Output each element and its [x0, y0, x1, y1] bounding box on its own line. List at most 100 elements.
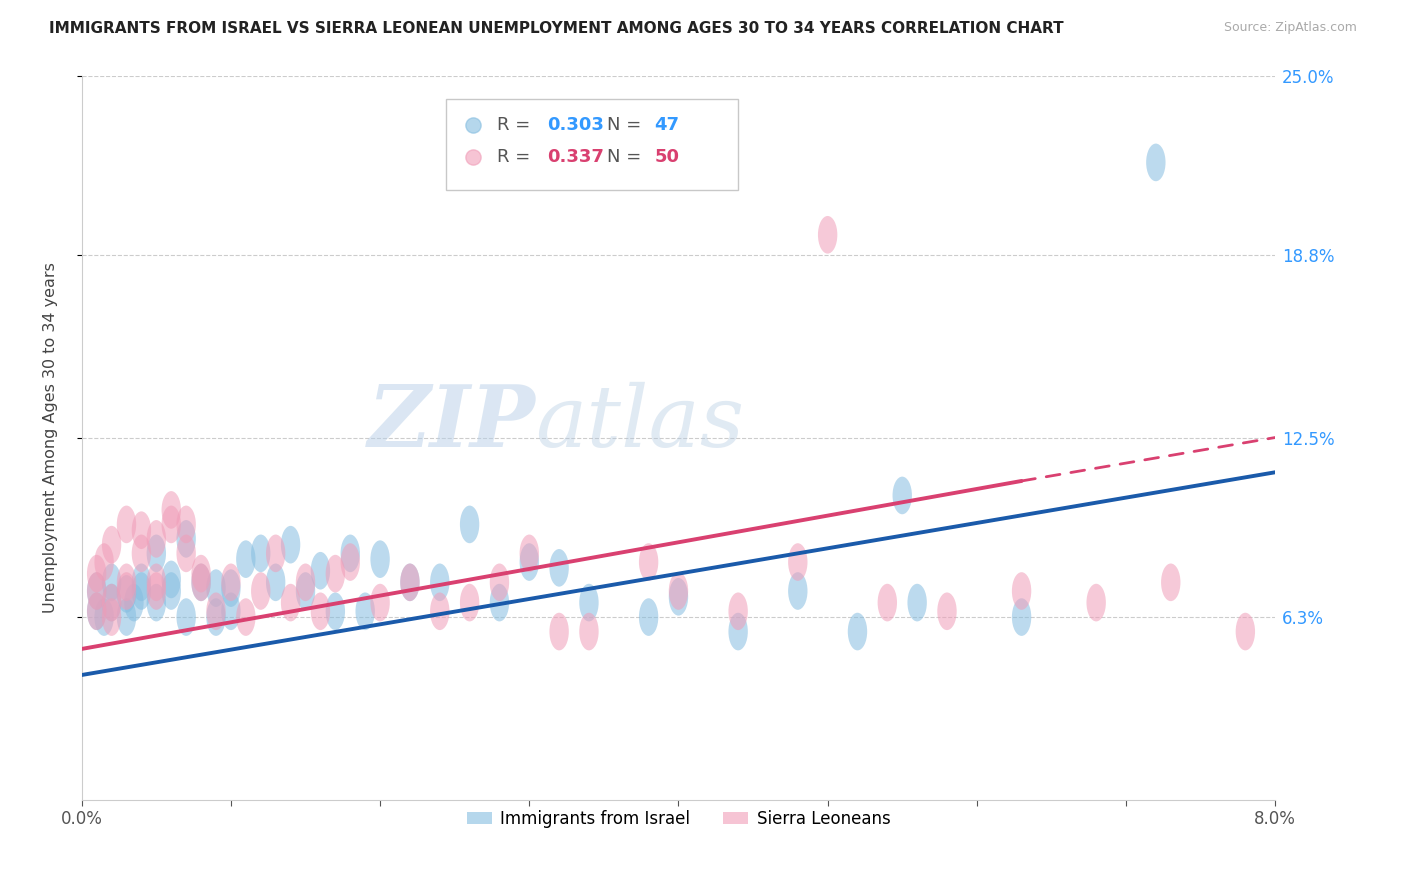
Ellipse shape — [311, 592, 330, 630]
Ellipse shape — [848, 613, 868, 650]
Ellipse shape — [789, 572, 807, 610]
Ellipse shape — [177, 520, 195, 558]
Text: 50: 50 — [655, 148, 679, 166]
Ellipse shape — [162, 572, 181, 610]
Ellipse shape — [311, 552, 330, 590]
Ellipse shape — [117, 599, 136, 636]
Ellipse shape — [489, 583, 509, 622]
Text: IMMIGRANTS FROM ISRAEL VS SIERRA LEONEAN UNEMPLOYMENT AMONG AGES 30 TO 34 YEARS : IMMIGRANTS FROM ISRAEL VS SIERRA LEONEAN… — [49, 21, 1064, 36]
Ellipse shape — [728, 592, 748, 630]
Text: 0.303: 0.303 — [547, 116, 605, 134]
Ellipse shape — [146, 534, 166, 572]
Ellipse shape — [1146, 144, 1166, 181]
Ellipse shape — [101, 583, 121, 622]
Ellipse shape — [162, 560, 181, 599]
Ellipse shape — [340, 534, 360, 572]
Text: 47: 47 — [655, 116, 679, 134]
Ellipse shape — [117, 572, 136, 610]
Ellipse shape — [295, 564, 315, 601]
Ellipse shape — [401, 564, 419, 601]
Ellipse shape — [1161, 564, 1181, 601]
Ellipse shape — [401, 564, 419, 601]
Ellipse shape — [177, 534, 195, 572]
Ellipse shape — [938, 592, 956, 630]
Ellipse shape — [236, 599, 256, 636]
Ellipse shape — [191, 555, 211, 592]
Ellipse shape — [638, 543, 658, 581]
Ellipse shape — [207, 592, 226, 630]
Ellipse shape — [460, 506, 479, 543]
Ellipse shape — [132, 511, 150, 549]
Ellipse shape — [146, 583, 166, 622]
Text: ZIP: ZIP — [367, 381, 536, 465]
Ellipse shape — [266, 564, 285, 601]
Ellipse shape — [117, 506, 136, 543]
Ellipse shape — [877, 583, 897, 622]
Ellipse shape — [101, 526, 121, 564]
Ellipse shape — [579, 613, 599, 650]
Ellipse shape — [520, 543, 538, 581]
Ellipse shape — [101, 599, 121, 636]
Ellipse shape — [87, 572, 107, 610]
Ellipse shape — [907, 583, 927, 622]
Ellipse shape — [117, 575, 136, 613]
Ellipse shape — [162, 491, 181, 529]
Ellipse shape — [281, 526, 301, 564]
Ellipse shape — [87, 572, 107, 610]
Ellipse shape — [252, 572, 270, 610]
Ellipse shape — [326, 555, 344, 592]
Ellipse shape — [87, 592, 107, 630]
Text: R =: R = — [498, 148, 536, 166]
Ellipse shape — [162, 506, 181, 543]
Ellipse shape — [221, 564, 240, 601]
Legend: Immigrants from Israel, Sierra Leoneans: Immigrants from Israel, Sierra Leoneans — [460, 804, 897, 835]
Ellipse shape — [146, 572, 166, 610]
FancyBboxPatch shape — [446, 99, 738, 190]
Ellipse shape — [101, 564, 121, 601]
Ellipse shape — [550, 613, 569, 650]
Text: atlas: atlas — [536, 382, 744, 465]
Ellipse shape — [430, 592, 450, 630]
Ellipse shape — [489, 564, 509, 601]
Ellipse shape — [191, 564, 211, 601]
Ellipse shape — [221, 592, 240, 630]
Ellipse shape — [550, 549, 569, 587]
Ellipse shape — [266, 534, 285, 572]
Ellipse shape — [579, 583, 599, 622]
Ellipse shape — [728, 613, 748, 650]
Ellipse shape — [430, 564, 450, 601]
Ellipse shape — [893, 476, 912, 515]
Ellipse shape — [132, 564, 150, 601]
Ellipse shape — [117, 564, 136, 601]
Y-axis label: Unemployment Among Ages 30 to 34 years: Unemployment Among Ages 30 to 34 years — [44, 262, 58, 613]
Ellipse shape — [94, 599, 114, 636]
Ellipse shape — [94, 543, 114, 581]
Ellipse shape — [281, 583, 301, 622]
Ellipse shape — [132, 572, 150, 610]
Text: N =: N = — [607, 148, 647, 166]
Text: N =: N = — [607, 116, 647, 134]
Text: 0.337: 0.337 — [547, 148, 605, 166]
Text: Source: ZipAtlas.com: Source: ZipAtlas.com — [1223, 21, 1357, 34]
Ellipse shape — [146, 520, 166, 558]
Ellipse shape — [252, 534, 270, 572]
Ellipse shape — [818, 216, 838, 253]
Ellipse shape — [789, 543, 807, 581]
Ellipse shape — [191, 564, 211, 601]
Ellipse shape — [1012, 572, 1031, 610]
Ellipse shape — [295, 572, 315, 610]
Ellipse shape — [669, 572, 688, 610]
Ellipse shape — [101, 583, 121, 622]
Text: R =: R = — [498, 116, 536, 134]
Ellipse shape — [460, 583, 479, 622]
Ellipse shape — [1012, 599, 1031, 636]
Ellipse shape — [124, 583, 143, 622]
Ellipse shape — [370, 583, 389, 622]
Ellipse shape — [638, 599, 658, 636]
Ellipse shape — [326, 592, 344, 630]
Ellipse shape — [177, 506, 195, 543]
Ellipse shape — [207, 569, 226, 607]
Ellipse shape — [236, 541, 256, 578]
Ellipse shape — [1087, 583, 1107, 622]
Ellipse shape — [207, 599, 226, 636]
